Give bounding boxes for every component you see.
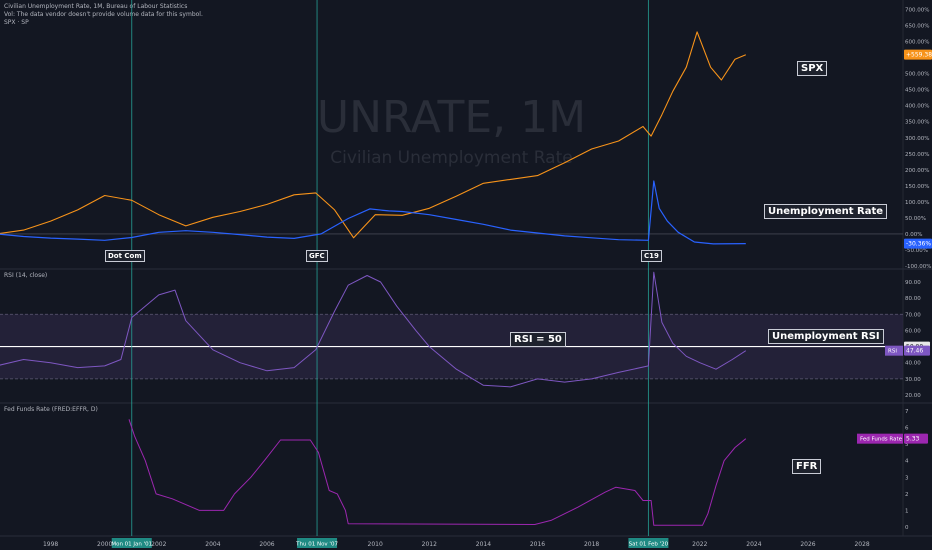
y-tick-label-ffr: 2 xyxy=(905,492,909,498)
price-label-rsi-value-box xyxy=(904,345,930,356)
ffr-tag-label: Fed Funds Rate xyxy=(860,437,903,443)
crosshair-date-label: Mon 01 Jan '01 xyxy=(111,542,152,548)
ffr-pane-label[interactable]: Fed Funds Rate (FRED:EFFR, D) xyxy=(4,406,98,413)
crosshair-date-tag xyxy=(111,538,152,548)
x-tick-label: 2000 xyxy=(97,541,112,548)
x-tick-label: 2028 xyxy=(854,541,869,548)
x-tick-label: 2012 xyxy=(422,541,437,548)
y-tick-label-rsi: 60.00 xyxy=(905,328,921,334)
y-tick-label-main: 250.00% xyxy=(905,152,929,158)
annotation-unemployment-rate[interactable]: Unemployment Rate xyxy=(764,204,888,219)
y-tick-label-rsi: 40.00 xyxy=(905,361,921,367)
x-tick-label: 2018 xyxy=(584,541,599,548)
rsi-tag-box xyxy=(885,345,903,356)
y-tick-label-rsi: 30.00 xyxy=(905,377,921,383)
x-tick-label: 2002 xyxy=(151,541,166,548)
y-tick-label-main: 600.00% xyxy=(905,40,929,46)
y-tick-label-main: 50.00% xyxy=(905,216,926,222)
y-tick-label-main: 400.00% xyxy=(905,104,929,110)
y-tick-label-main: 100.00% xyxy=(905,200,929,206)
price-label-unrate-box xyxy=(904,238,932,249)
series-layer xyxy=(0,31,747,526)
price-label-ffr-value: 5.33 xyxy=(906,436,920,443)
header-legend: Civilian Unemployment Rate, 1M, Bureau o… xyxy=(4,3,203,27)
rsi-tag-label: RSI xyxy=(888,349,897,355)
y-tick-label-ffr: 3 xyxy=(905,475,909,481)
axes-layer: 700.00%650.00%600.00%550.00%500.00%450.0… xyxy=(0,8,932,548)
x-tick-label: 2022 xyxy=(692,541,707,548)
x-tick-label: 2026 xyxy=(800,541,815,548)
y-tick-label-ffr: 1 xyxy=(905,508,909,514)
x-tick-label: 2010 xyxy=(368,541,383,548)
price-label-spx: +559.38% xyxy=(906,52,932,59)
rsi-pane-label[interactable]: RSI (14, close) xyxy=(4,272,48,279)
y-tick-label-main: 450.00% xyxy=(905,88,929,94)
y-tick-label-main: -50.00% xyxy=(905,248,928,254)
legend-overlay-spx[interactable]: SPX · SP xyxy=(4,19,29,26)
x-tick-label: 2024 xyxy=(746,541,761,548)
price-label-spx-box xyxy=(904,49,932,60)
y-tick-label-main: 650.00% xyxy=(905,24,929,30)
crosshair-date-tag xyxy=(297,538,338,548)
y-tick-label-rsi: 80.00 xyxy=(905,296,921,302)
x-tick-label: 2006 xyxy=(259,541,274,548)
y-tick-label-rsi: 70.00 xyxy=(905,312,921,318)
series-line-fed-funds-rate xyxy=(128,419,747,526)
series-line-spx xyxy=(0,31,747,239)
crosshair-date-label: Sat 01 Feb '20 xyxy=(629,542,669,548)
series-line-rsi xyxy=(0,271,747,388)
y-tick-label-ffr: 6 xyxy=(905,426,909,432)
y-tick-label-ffr: 7 xyxy=(905,409,909,415)
y-tick-label-main: -100.00% xyxy=(905,264,931,270)
y-tick-label-ffr: 0 xyxy=(905,525,909,531)
y-tick-label-ffr: 5 xyxy=(905,442,909,448)
crosshair-layer xyxy=(131,0,649,536)
watermark-symbol: UNRATE, 1M xyxy=(316,92,587,143)
series-line-unemployment-rate xyxy=(0,180,746,245)
x-tick-label: 1998 xyxy=(43,541,58,548)
y-tick-label-main: 500.00% xyxy=(905,72,929,78)
y-tick-label-main: 300.00% xyxy=(905,136,929,142)
y-tick-label-main: 350.00% xyxy=(905,120,929,126)
x-tick-label: 2016 xyxy=(530,541,545,548)
y-tick-label-rsi: 90.00 xyxy=(905,280,921,286)
y-tick-label-main: 200.00% xyxy=(905,168,929,174)
annotation-ffr[interactable]: FFR xyxy=(792,459,822,474)
legend-series-title[interactable]: Civilian Unemployment Rate, 1M, Bureau o… xyxy=(4,3,188,10)
ffr-tag-box xyxy=(857,433,903,444)
y-tick-label-ffr: 4 xyxy=(905,459,909,465)
legend-volume-note: Vol: The data vendor doesn't provide vol… xyxy=(4,11,203,18)
y-tick-label-main: 0.00% xyxy=(905,232,922,238)
marker-c19[interactable]: C19 xyxy=(641,250,662,262)
marker-gfc[interactable]: GFC xyxy=(306,250,328,262)
price-label-rsi-value: 47.46 xyxy=(906,348,923,355)
annotation-rsi-50[interactable]: RSI = 50 xyxy=(510,332,566,347)
crosshair-date-label: Thu 01 Nov '07 xyxy=(295,542,338,548)
x-tick-label: 2004 xyxy=(205,541,220,548)
y-tick-label-main: 700.00% xyxy=(905,8,929,14)
annotation-spx[interactable]: SPX xyxy=(797,61,828,76)
watermark-name: Civilian Unemployment Rate xyxy=(330,148,573,168)
grid-layer xyxy=(0,0,932,537)
annotation-unemployment-rsi[interactable]: Unemployment RSI xyxy=(768,329,884,344)
x-tick-label: 2014 xyxy=(476,541,491,548)
crosshair-date-tag xyxy=(628,538,669,548)
y-tick-label-rsi: 20.00 xyxy=(905,393,921,399)
marker-dotcom[interactable]: Dot Com xyxy=(105,250,145,262)
price-label-ffr-value-box xyxy=(904,433,928,444)
price-label-unrate: -30.36% xyxy=(906,241,931,248)
y-tick-label-main: 150.00% xyxy=(905,184,929,190)
